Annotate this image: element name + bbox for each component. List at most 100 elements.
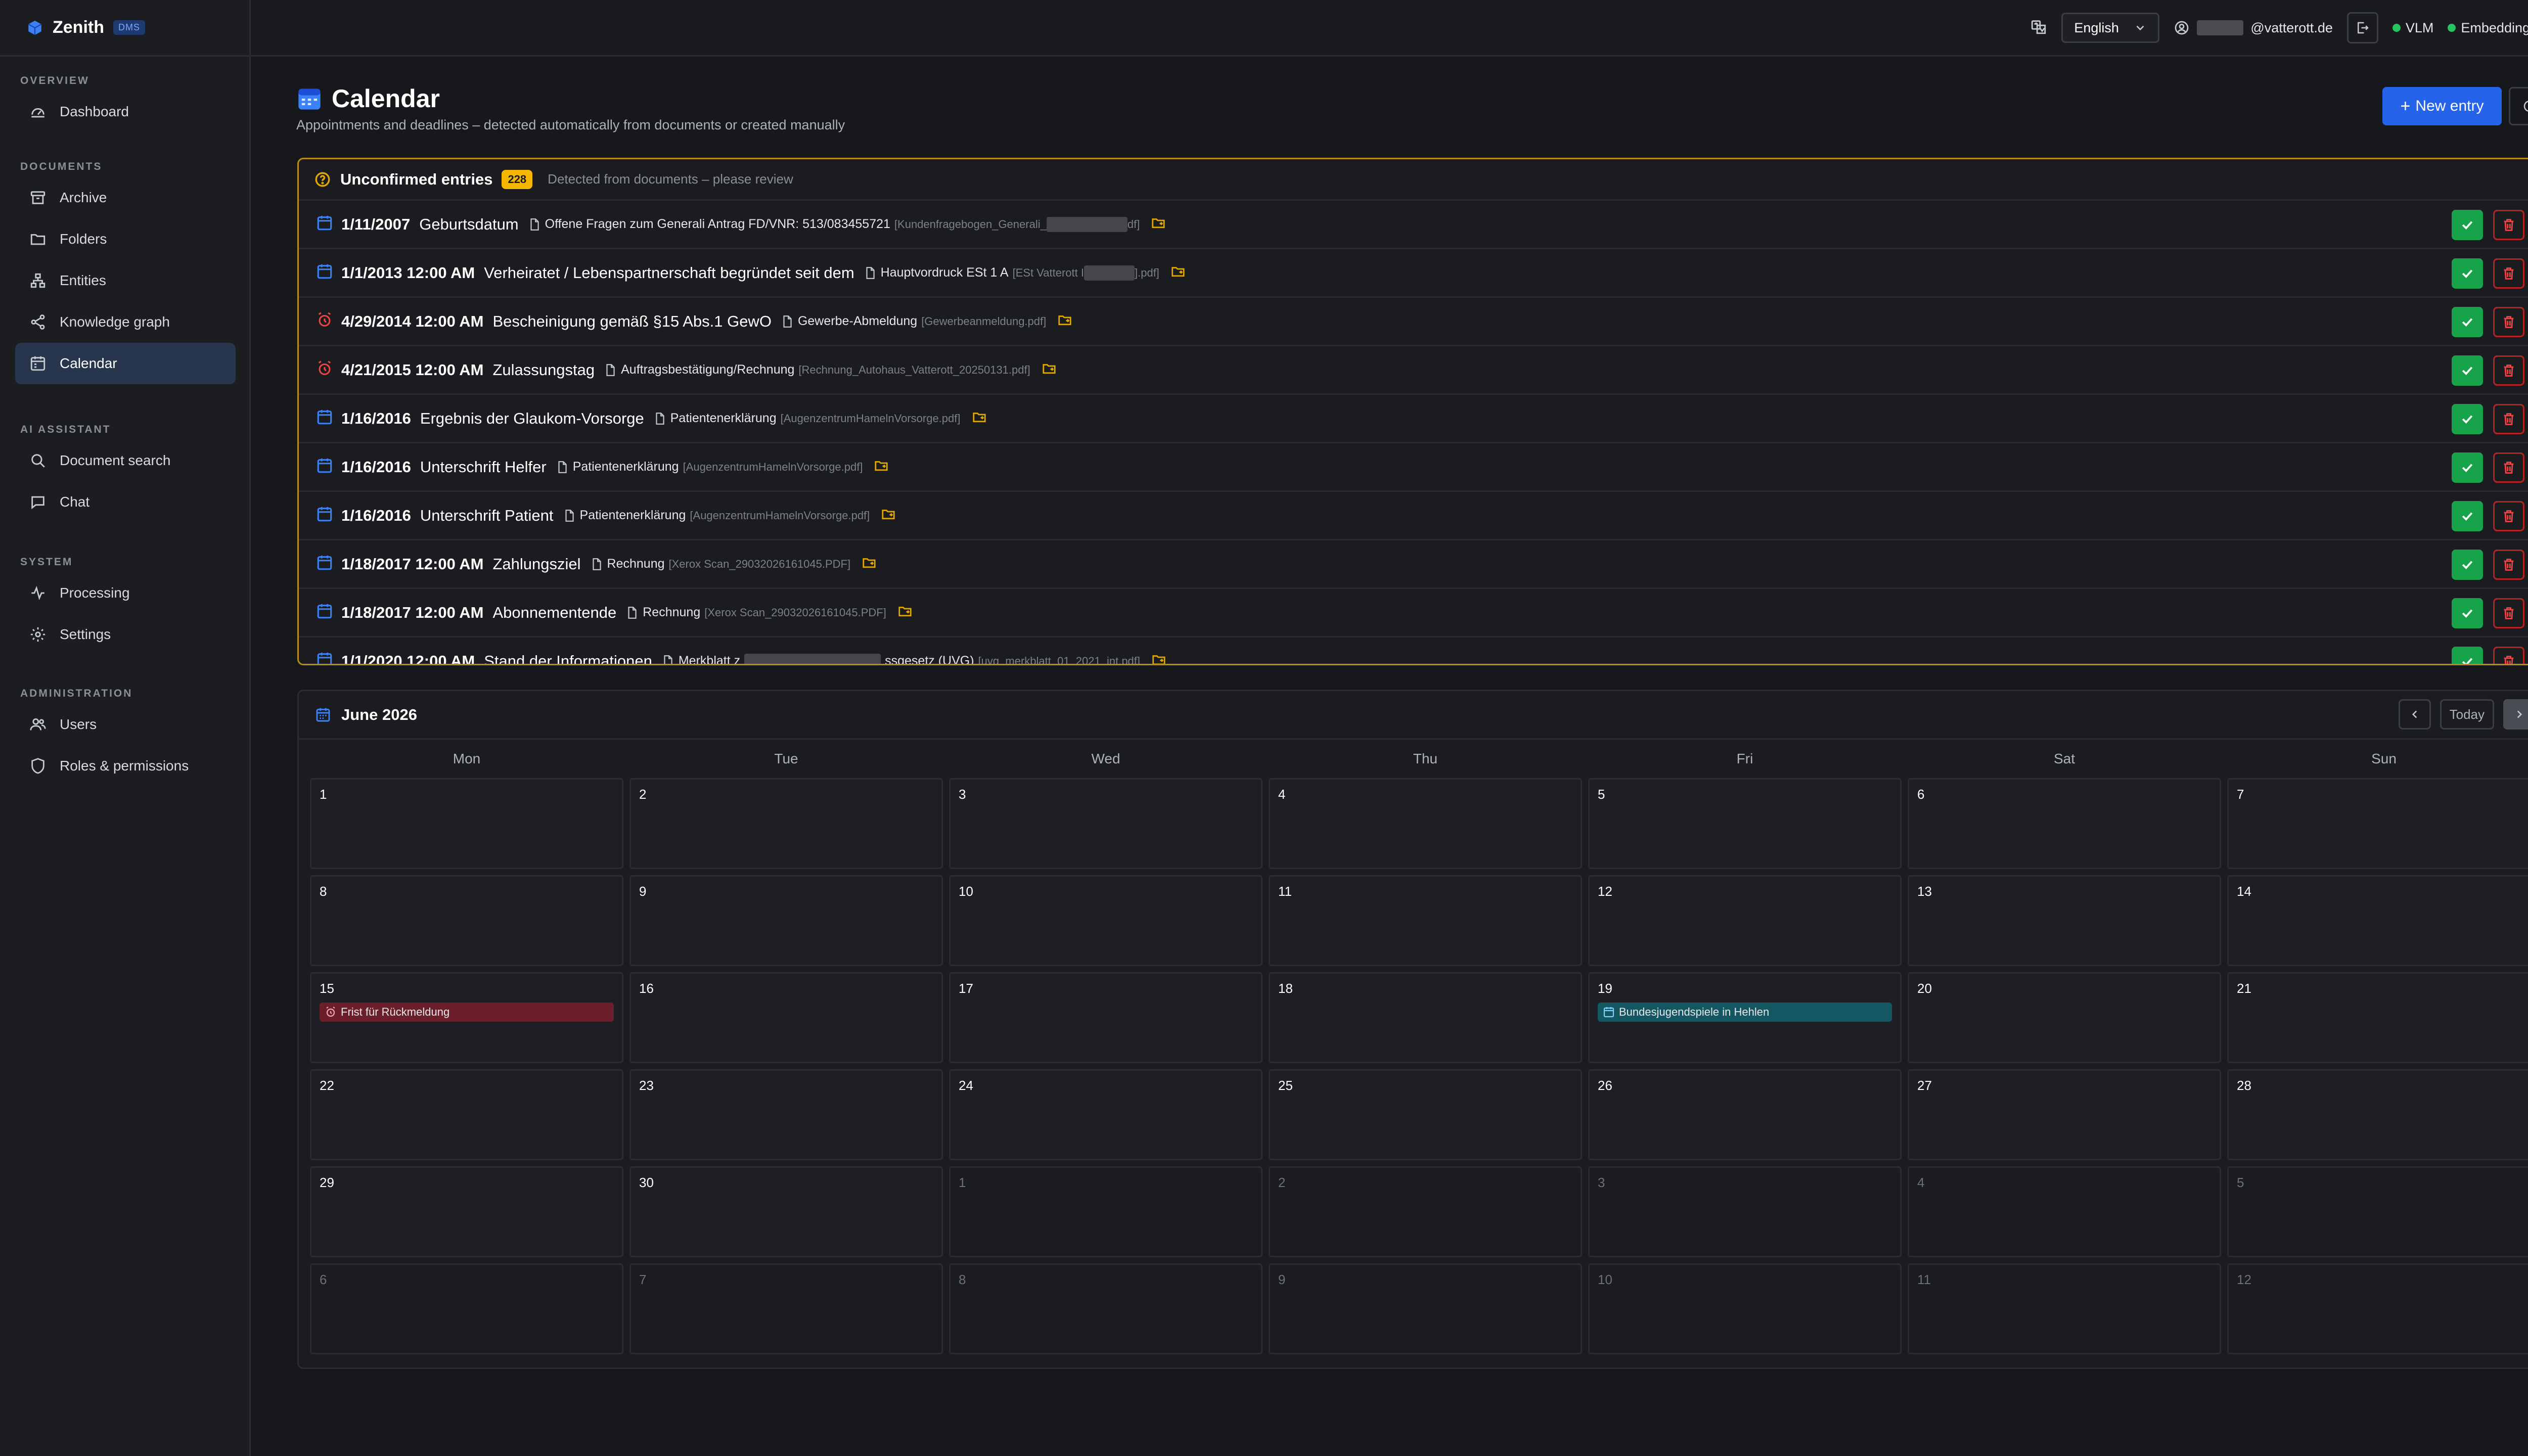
unconfirmed-row[interactable]: 1/11/2007 Geburtsdatum Offene Fragen zum… [299,201,2528,249]
day-cell[interactable]: 21 [2227,972,2528,1063]
day-cell[interactable]: 10 [949,875,1262,966]
document-link[interactable]: Rechnung [590,557,665,571]
document-link[interactable]: Patientenerklärung [563,508,686,523]
confirm-button[interactable] [2452,598,2483,628]
day-cell[interactable]: 18 [1269,972,1582,1063]
delete-button[interactable] [2493,355,2524,386]
day-cell[interactable]: 30 [629,1166,943,1257]
sidebar-item-entities[interactable]: Entities [15,260,236,301]
day-cell[interactable]: 3 [1588,1166,1902,1257]
day-cell[interactable]: 2 [1269,1166,1582,1257]
language-select[interactable]: English [2061,13,2160,43]
open-folder-icon[interactable] [1057,312,1072,330]
calendar-event[interactable]: Bundesjugendspiele in Hehlen [1598,1003,1892,1022]
user-account[interactable]: @vatterott.de [2174,20,2333,36]
delete-button[interactable] [2493,307,2524,337]
unconfirmed-row[interactable]: 1/16/2016 Unterschrift Patient Patienten… [299,492,2528,540]
day-cell[interactable]: 7 [2227,778,2528,869]
day-cell[interactable]: 1 [310,778,623,869]
day-cell[interactable]: 27 [1908,1069,2221,1160]
sidebar-item-archive[interactable]: Archive [15,177,236,218]
unconfirmed-row[interactable]: 1/18/2017 12:00 AM Zahlungsziel Rechnung… [299,540,2528,589]
day-cell[interactable]: 5 [1588,778,1902,869]
confirm-button[interactable] [2452,258,2483,289]
unconfirmed-row[interactable]: 4/29/2014 12:00 AM Bescheinigung gemäß §… [299,298,2528,346]
next-month-button[interactable] [2503,699,2528,730]
delete-button[interactable] [2493,550,2524,580]
open-folder-icon[interactable] [862,555,877,573]
today-button[interactable]: Today [2440,699,2494,730]
delete-button[interactable] [2493,404,2524,434]
open-folder-icon[interactable] [1170,264,1186,282]
confirm-button[interactable] [2452,355,2483,386]
open-folder-icon[interactable] [1042,361,1057,379]
sidebar-item-folders[interactable]: Folders [15,218,236,260]
sidebar-item-processing[interactable]: Processing [15,572,236,614]
new-entry-button[interactable]: + New entry [2382,87,2502,125]
day-cell[interactable]: 12 [2227,1263,2528,1354]
day-cell[interactable]: 4 [1269,778,1582,869]
open-folder-icon[interactable] [1151,652,1166,664]
unconfirmed-row[interactable]: 1/1/2013 12:00 AM Verheiratet / Lebenspa… [299,249,2528,298]
day-cell[interactable]: 20 [1908,972,2221,1063]
open-folder-icon[interactable] [881,507,896,524]
document-link[interactable]: Patientenerklärung [653,411,777,426]
sidebar-item-knowledge-graph[interactable]: Knowledge graph [15,301,236,343]
day-cell[interactable]: 25 [1269,1069,1582,1160]
logout-button[interactable] [2346,12,2378,43]
delete-button[interactable] [2493,501,2524,531]
delete-button[interactable] [2493,598,2524,628]
day-cell[interactable]: 8 [310,875,623,966]
day-cell[interactable]: 9 [1269,1263,1582,1354]
unconfirmed-row[interactable]: 1/18/2017 12:00 AM Abonnementende Rechnu… [299,589,2528,638]
day-cell[interactable]: 11 [1908,1263,2221,1354]
day-cell[interactable]: 9 [629,875,943,966]
prev-month-button[interactable] [2398,699,2431,730]
day-cell[interactable]: 23 [629,1069,943,1160]
document-link[interactable]: Offene Fragen zum Generali Antrag FD/VNR… [528,217,890,232]
day-cell[interactable]: 16 [629,972,943,1063]
open-folder-icon[interactable] [972,410,987,427]
confirm-button[interactable] [2452,647,2483,664]
day-cell[interactable]: 10 [1588,1263,1902,1354]
sidebar-item-dashboard[interactable]: Dashboard [15,91,236,132]
confirm-button[interactable] [2452,452,2483,483]
delete-button[interactable] [2493,647,2524,664]
day-cell[interactable]: 1 [949,1166,1262,1257]
day-cell[interactable]: 4 [1908,1166,2221,1257]
document-link[interactable]: Auftragsbestätigung/Rechnung [604,362,794,377]
unconfirmed-row[interactable]: 4/21/2015 12:00 AM Zulassungstag Auftrag… [299,346,2528,395]
day-cell[interactable]: 24 [949,1069,1262,1160]
day-cell[interactable]: 5 [2227,1166,2528,1257]
delete-button[interactable] [2493,210,2524,240]
document-link[interactable]: Hauptvordruck ESt 1 A [864,265,1009,280]
day-cell[interactable]: 19 Bundesjugendspiele in Hehlen [1588,972,1902,1063]
day-cell[interactable]: 17 [949,972,1262,1063]
sidebar-item-users[interactable]: Users [15,704,236,745]
day-cell[interactable]: 26 [1588,1069,1902,1160]
day-cell[interactable]: 3 [949,778,1262,869]
day-cell[interactable]: 12 [1588,875,1902,966]
confirm-button[interactable] [2452,210,2483,240]
day-cell[interactable]: 15 Frist für Rückmeldung [310,972,623,1063]
day-cell[interactable]: 8 [949,1263,1262,1354]
sidebar-item-calendar[interactable]: Calendar [15,343,236,384]
sidebar-item-document-search[interactable]: Document search [15,440,236,481]
unconfirmed-row[interactable]: 1/16/2016 Unterschrift Helfer Patientene… [299,443,2528,492]
confirm-button[interactable] [2452,307,2483,337]
day-cell[interactable]: 11 [1269,875,1582,966]
delete-button[interactable] [2493,452,2524,483]
unconfirmed-row[interactable]: 1/16/2016 Ergebnis der Glaukom-Vorsorge … [299,395,2528,443]
confirm-button[interactable] [2452,550,2483,580]
sidebar-item-settings[interactable]: Settings [15,614,236,655]
day-cell[interactable]: 28 [2227,1069,2528,1160]
day-cell[interactable]: 6 [1908,778,2221,869]
day-cell[interactable]: 13 [1908,875,2221,966]
sidebar-item-roles-permissions[interactable]: Roles & permissions [15,745,236,787]
delete-button[interactable] [2493,258,2524,289]
day-cell[interactable]: 6 [310,1263,623,1354]
open-folder-icon[interactable] [1151,215,1166,233]
confirm-button[interactable] [2452,404,2483,434]
open-folder-icon[interactable] [874,458,889,476]
day-cell[interactable]: 22 [310,1069,623,1160]
